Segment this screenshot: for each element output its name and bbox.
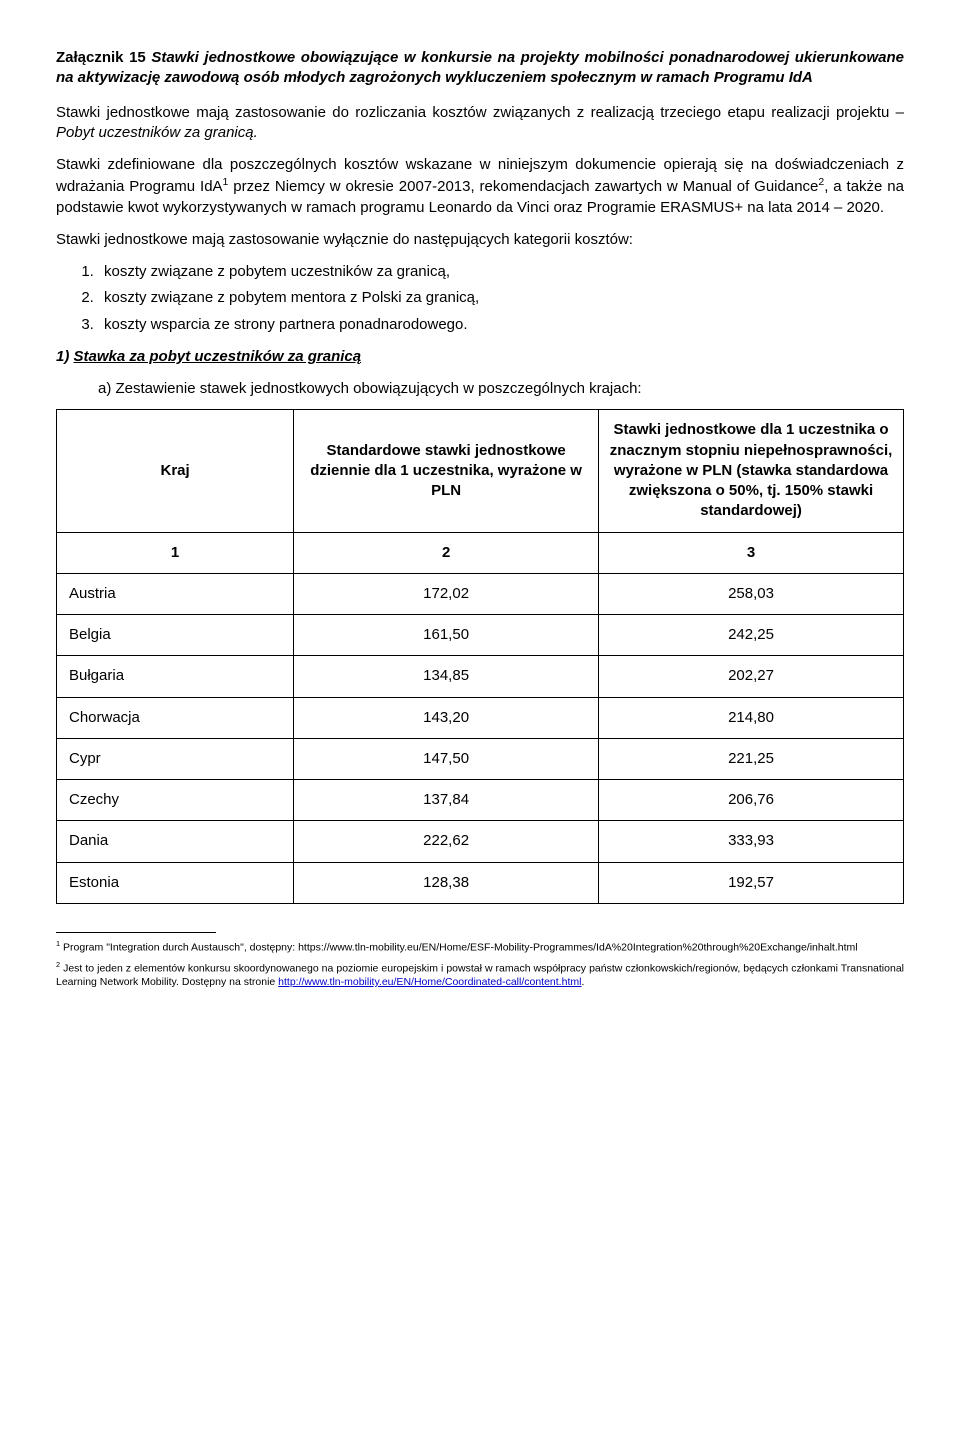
table-header-kraj: Kraj — [57, 410, 294, 532]
table-value: 258,03 — [599, 573, 904, 614]
footnote-1: 1 Program "Integration durch Austausch",… — [56, 939, 904, 955]
paragraph-2: Stawki zdefiniowane dla poszczególnych k… — [56, 155, 904, 218]
table-country: Cypr — [57, 738, 294, 779]
table-value: 242,25 — [599, 615, 904, 656]
table-row: Estonia 128,38 192,57 — [57, 862, 904, 903]
table-country: Czechy — [57, 780, 294, 821]
title-lead: Załącznik 15 — [56, 49, 151, 66]
para1-text-b: Pobyt uczestników za granicą. — [56, 124, 258, 141]
footnote-2: 2 Jest to jeden z elementów konkursu sko… — [56, 960, 904, 989]
section-1-title: Stawka za pobyt uczestników za granicą — [74, 348, 362, 365]
table-header-disability: Stawki jednostkowe dla 1 uczestnika o zn… — [599, 410, 904, 532]
table-colnum: 2 — [294, 532, 599, 573]
table-country: Dania — [57, 821, 294, 862]
table-country: Bułgaria — [57, 656, 294, 697]
section-1-a: a) Zestawienie stawek jednostkowych obow… — [98, 379, 904, 399]
para2-text-b: przez Niemcy w okresie 2007-2013, rekome… — [228, 178, 818, 195]
table-row: Belgia 161,50 242,25 — [57, 615, 904, 656]
table-row: Austria 172,02 258,03 — [57, 573, 904, 614]
table-header-standard: Standardowe stawki jednostkowe dziennie … — [294, 410, 599, 532]
table-header-row: Kraj Standardowe stawki jednostkowe dzie… — [57, 410, 904, 532]
paragraph-1: Stawki jednostkowe mają zastosowanie do … — [56, 103, 904, 144]
table-colnum: 3 — [599, 532, 904, 573]
table-value: 161,50 — [294, 615, 599, 656]
table-value: 128,38 — [294, 862, 599, 903]
table-value: 206,76 — [599, 780, 904, 821]
footnote-2-link[interactable]: http://www.tln-mobility.eu/EN/Home/Coord… — [278, 976, 581, 988]
table-country: Austria — [57, 573, 294, 614]
table-value: 192,57 — [599, 862, 904, 903]
table-row: Chorwacja 143,20 214,80 — [57, 697, 904, 738]
table-value: 214,80 — [599, 697, 904, 738]
section-1-heading: 1) Stawka za pobyt uczestników za granic… — [56, 347, 904, 367]
table-row: Cypr 147,50 221,25 — [57, 738, 904, 779]
footnote-1-text: Program "Integration durch Austausch", d… — [60, 941, 857, 953]
list-item: koszty wsparcia ze strony partnera ponad… — [98, 315, 904, 335]
table-country: Belgia — [57, 615, 294, 656]
table-value: 202,27 — [599, 656, 904, 697]
table-value: 333,93 — [599, 821, 904, 862]
paragraph-3: Stawki jednostkowe mają zastosowanie wył… — [56, 230, 904, 250]
table-value: 147,50 — [294, 738, 599, 779]
footnote-divider — [56, 932, 216, 933]
category-list: koszty związane z pobytem uczestników za… — [56, 262, 904, 335]
table-row: Czechy 137,84 206,76 — [57, 780, 904, 821]
title-rest: Stawki jednostkowe obowiązujące w konkur… — [56, 49, 904, 86]
rates-table: Kraj Standardowe stawki jednostkowe dzie… — [56, 409, 904, 904]
table-value: 134,85 — [294, 656, 599, 697]
table-country: Chorwacja — [57, 697, 294, 738]
footnote-2-dot: . — [581, 976, 584, 988]
para1-text-a: Stawki jednostkowe mają zastosowanie do … — [56, 104, 904, 121]
table-row: Dania 222,62 333,93 — [57, 821, 904, 862]
table-value: 143,20 — [294, 697, 599, 738]
list-item: koszty związane z pobytem uczestników za… — [98, 262, 904, 282]
list-item: koszty związane z pobytem mentora z Pols… — [98, 288, 904, 308]
table-row: Bułgaria 134,85 202,27 — [57, 656, 904, 697]
section-1-num: 1) — [56, 348, 74, 365]
table-number-row: 1 2 3 — [57, 532, 904, 573]
table-value: 221,25 — [599, 738, 904, 779]
table-country: Estonia — [57, 862, 294, 903]
table-value: 222,62 — [294, 821, 599, 862]
table-colnum: 1 — [57, 532, 294, 573]
table-value: 172,02 — [294, 573, 599, 614]
table-value: 137,84 — [294, 780, 599, 821]
document-title: Załącznik 15 Stawki jednostkowe obowiązu… — [56, 48, 904, 89]
